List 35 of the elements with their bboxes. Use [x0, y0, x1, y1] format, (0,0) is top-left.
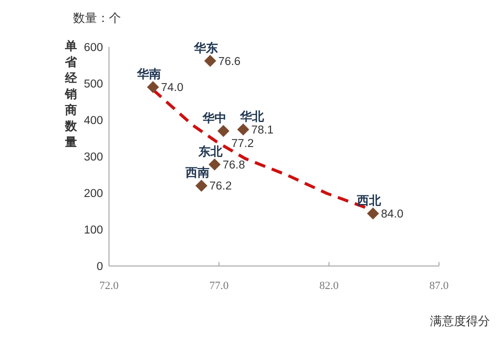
annotation: 西北: [356, 193, 382, 208]
annotation: 84.0: [381, 208, 404, 220]
x-tick-label: 82.0: [319, 280, 340, 292]
point: [147, 81, 159, 94]
point: [195, 180, 208, 192]
y-tick-label: 0: [96, 261, 103, 273]
annotation: 76.8: [222, 160, 245, 172]
point: [217, 124, 230, 137]
annotation: 77.2: [231, 138, 254, 150]
y-axis-title: 单省经销商数量: [64, 39, 78, 149]
y-tick-label: 300: [84, 152, 103, 164]
annotation: 华东: [193, 40, 218, 55]
point: [204, 54, 216, 67]
annotation: 华中: [201, 110, 226, 125]
x-tick-label: 77.0: [209, 280, 230, 292]
annotation: 74.0: [161, 82, 184, 94]
annotation: 华南: [136, 67, 161, 82]
x-tick-label: 87.0: [429, 280, 450, 292]
y-tick-label: 100: [84, 224, 103, 236]
annotation: 76.2: [209, 180, 232, 193]
y-tick-label: 400: [84, 115, 103, 127]
annotation: 东北: [198, 144, 224, 159]
y-tick-label: 500: [84, 78, 103, 90]
annotation: 76.6: [218, 56, 241, 68]
y-tick-label: 600: [84, 42, 103, 54]
point: [237, 123, 250, 136]
point: [367, 207, 379, 220]
x-axis-title: 满意度得分: [430, 314, 490, 328]
x-tick-label: 72.0: [99, 280, 120, 292]
point: [208, 158, 221, 171]
annotation: 西南: [184, 166, 210, 180]
text: 数量：个: [73, 11, 121, 25]
annotation: 78.1: [251, 124, 274, 136]
y-tick-label: 200: [84, 188, 103, 200]
annotation: 华北: [239, 109, 266, 124]
